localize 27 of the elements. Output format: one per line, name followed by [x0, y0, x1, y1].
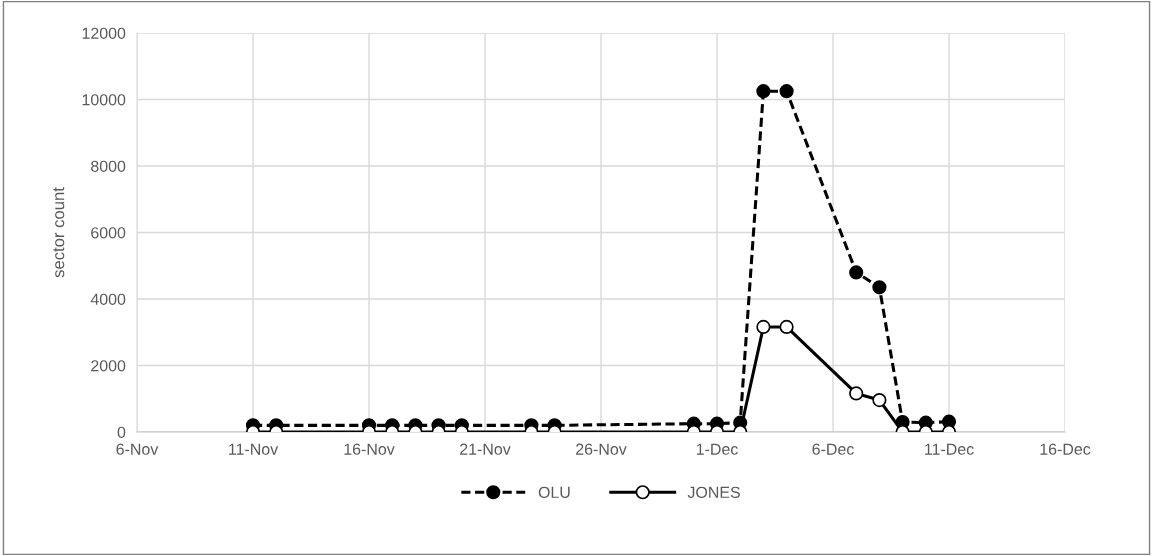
- x-tick-label: 6-Nov: [116, 443, 159, 455]
- legend-label: OLU: [538, 486, 570, 499]
- point: [872, 392, 887, 408]
- y-tick-label: 10000: [82, 94, 126, 106]
- x-tick-label: 16-Nov: [344, 443, 395, 455]
- legend-label: JONES: [687, 486, 740, 499]
- y-tick-label: 0: [117, 426, 126, 438]
- x-tick-label: 26-Nov: [576, 443, 627, 455]
- x-tick-label: 1-Dec: [696, 443, 738, 455]
- point: [872, 280, 887, 295]
- x-tick-label: 6-Dec: [812, 443, 854, 455]
- y-tick-label: 6000: [91, 227, 126, 239]
- y-tick-label: 2000: [91, 360, 126, 372]
- y-axis-title: sector count: [53, 187, 65, 278]
- x-tick-label: 21-Nov: [460, 443, 511, 455]
- x-tick-label: 11-Nov: [229, 443, 279, 455]
- x-tick-label: 16-Dec: [1040, 443, 1091, 455]
- point: [849, 265, 864, 280]
- y-tick-label: 4000: [90, 293, 126, 305]
- y-tick-label: 8000: [91, 160, 126, 172]
- point: [849, 386, 864, 401]
- point: [779, 84, 794, 99]
- point: [756, 84, 771, 99]
- point: [756, 319, 771, 335]
- x-tick-label: 11-Dec: [925, 443, 974, 455]
- y-tick-label: 12000: [82, 27, 126, 39]
- point: [779, 319, 794, 335]
